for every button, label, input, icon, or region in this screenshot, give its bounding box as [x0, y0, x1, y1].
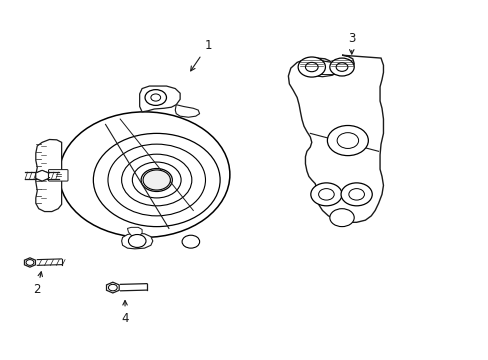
- Polygon shape: [288, 55, 383, 222]
- Text: 1: 1: [190, 39, 211, 71]
- Circle shape: [182, 235, 199, 248]
- Circle shape: [318, 189, 333, 200]
- Polygon shape: [106, 282, 119, 293]
- Circle shape: [26, 260, 34, 265]
- Circle shape: [348, 189, 364, 200]
- Circle shape: [143, 170, 170, 190]
- Circle shape: [340, 183, 371, 206]
- Text: 2: 2: [34, 272, 42, 296]
- Circle shape: [108, 144, 205, 216]
- Circle shape: [132, 162, 181, 198]
- Circle shape: [335, 63, 347, 71]
- Polygon shape: [140, 86, 180, 112]
- Circle shape: [329, 209, 353, 226]
- Polygon shape: [122, 233, 153, 249]
- Text: 3: 3: [347, 32, 355, 54]
- Circle shape: [310, 183, 341, 206]
- FancyBboxPatch shape: [48, 170, 68, 181]
- Circle shape: [298, 57, 325, 77]
- Circle shape: [151, 94, 160, 101]
- Polygon shape: [175, 105, 199, 117]
- Circle shape: [36, 171, 48, 180]
- Circle shape: [336, 133, 358, 148]
- Circle shape: [305, 62, 318, 72]
- Circle shape: [128, 234, 146, 247]
- Circle shape: [329, 58, 353, 76]
- Circle shape: [59, 112, 229, 237]
- Circle shape: [141, 168, 172, 192]
- Circle shape: [327, 126, 367, 156]
- Circle shape: [122, 154, 191, 206]
- Polygon shape: [36, 139, 61, 212]
- Circle shape: [108, 284, 117, 291]
- Polygon shape: [127, 227, 142, 235]
- Polygon shape: [36, 170, 48, 181]
- Circle shape: [145, 90, 166, 105]
- Polygon shape: [24, 258, 35, 267]
- Circle shape: [93, 134, 220, 226]
- Polygon shape: [306, 61, 336, 77]
- Text: 4: 4: [121, 301, 128, 325]
